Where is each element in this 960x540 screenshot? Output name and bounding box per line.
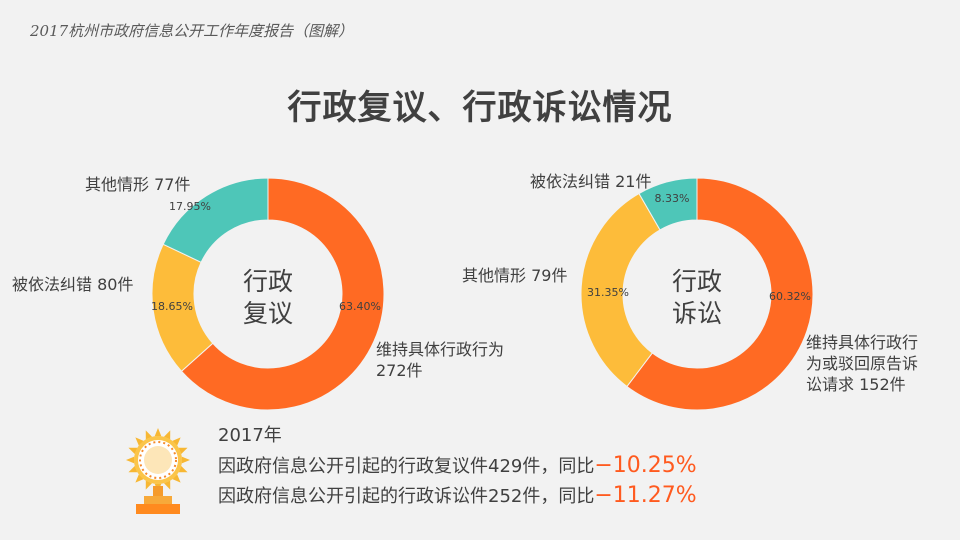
slice-category-label: 讼请求 152件 <box>806 375 906 394</box>
slice-percent-label: 18.65% <box>151 300 193 313</box>
summary-review-change: −10.25% <box>594 453 697 478</box>
summary-litigation-text: 因政府信息公开引起的行政诉讼件252件，同比 <box>218 486 595 507</box>
donut-slice <box>180 177 385 411</box>
summary-litigation-change: −11.27% <box>594 483 697 508</box>
slice-category-label: 272件 <box>376 361 423 380</box>
slice-category-label: 维持具体行政行为 <box>376 340 504 359</box>
slice-category-label: 为或驳回原告诉 <box>806 354 918 373</box>
donut-center-label: 诉讼 <box>672 299 722 328</box>
slice-percent-label: 17.95% <box>169 200 211 213</box>
summary-block: 2017年 因政府信息公开引起的行政复议件429件，同比−10.25% 因政府信… <box>218 421 697 511</box>
slice-category-label: 其他情形 79件 <box>462 266 567 285</box>
slice-category-label: 被依法纠错 80件 <box>12 275 133 294</box>
header-title: 2017杭州市政府信息公开工作年度报告（图解） <box>30 22 354 40</box>
slice-percent-label: 31.35% <box>587 286 629 299</box>
slice-category-label: 其他情形 77件 <box>85 175 190 194</box>
donut-slice <box>638 177 698 231</box>
trophy-icon <box>122 428 194 524</box>
slice-percent-label: 60.32% <box>769 290 811 303</box>
donut-center-label: 行政 <box>243 267 293 296</box>
donut-slice <box>162 177 269 263</box>
summary-review-line: 因政府信息公开引起的行政复议件429件，同比−10.25% <box>218 451 697 481</box>
slice-percent-label: 63.40% <box>339 300 381 313</box>
summary-year: 2017年 <box>218 425 282 446</box>
summary-litigation-line: 因政府信息公开引起的行政诉讼件252件，同比−11.27% <box>218 481 697 511</box>
donut-center-label: 复议 <box>243 299 293 328</box>
slice-percent-label: 8.33% <box>655 192 690 205</box>
donut-slice <box>580 192 661 388</box>
donut-chart-review: 63.40% 维持具体行政行为 272件 18.65% 被依法纠错 80件 17.95% 其… <box>12 175 504 411</box>
donut-slice <box>626 177 814 411</box>
donut-center-label: 行政 <box>672 267 722 296</box>
slide-title: 行政复议、行政诉讼情况 <box>287 88 673 128</box>
slice-category-label: 维持具体行政行 <box>806 333 918 352</box>
slice-category-label: 被依法纠错 21件 <box>530 172 651 191</box>
summary-review-text: 因政府信息公开引起的行政复议件429件，同比 <box>218 456 595 477</box>
